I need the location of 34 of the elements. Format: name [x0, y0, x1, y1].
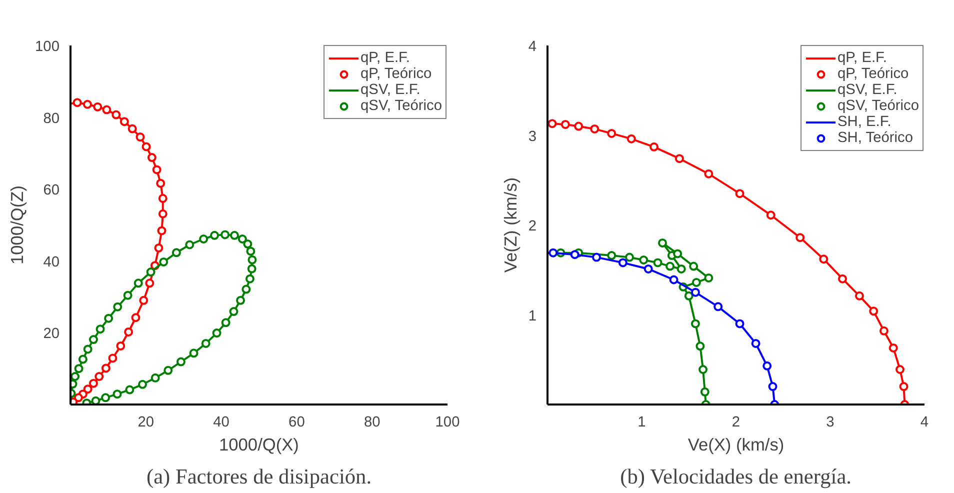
y-tick-label: 1 [528, 308, 537, 324]
y-axis-title: Ve(Z) (km/s) [500, 177, 520, 273]
legend-label: qSV, Teórico [360, 98, 442, 114]
y-tick-label: 60 [43, 182, 60, 199]
y-tick-label: 2 [528, 218, 537, 234]
x-tick-label: 100 [435, 414, 460, 430]
y-axis-title: 1000/Q(Z) [7, 186, 28, 264]
y-tick-label: 3 [528, 128, 537, 145]
x-tick-label: 4 [920, 414, 929, 430]
x-tick-label: 40 [213, 414, 230, 430]
x-tick-label: 3 [826, 414, 834, 430]
y-tick-label: 40 [43, 254, 60, 270]
x-axis-title: 1000/Q(X) [219, 434, 299, 454]
x-tick-label: 2 [732, 414, 740, 430]
legend-label: qP, E.F. [360, 50, 410, 66]
y-tick-label: 20 [43, 326, 60, 342]
legend-label: qP, E.F. [838, 50, 887, 66]
text: (b) Velocidades de energía. [620, 464, 852, 488]
legend-label: SH, E.F. [838, 114, 892, 130]
legend-label: qSV, E.F. [838, 82, 898, 98]
y-tick-label: 4 [528, 39, 537, 55]
x-tick-label: 80 [364, 414, 380, 430]
text: (a) Factores de disipación. [146, 464, 372, 488]
legend-label: SH, Teórico [838, 130, 914, 146]
x-tick-label: 20 [138, 414, 154, 430]
legend-label: qP, Teórico [360, 66, 432, 82]
y-tick-label: 100 [35, 39, 60, 55]
x-axis-title: Ve(X) (km/s) [688, 434, 784, 454]
x-tick-label: 60 [288, 414, 305, 430]
legend-label: qP, Teórico [838, 66, 909, 82]
x-tick-label: 1 [638, 414, 646, 430]
legend-label: qSV, Teórico [838, 98, 919, 114]
legend-label: qSV, E.F. [360, 82, 420, 98]
y-tick-label: 80 [43, 110, 60, 127]
